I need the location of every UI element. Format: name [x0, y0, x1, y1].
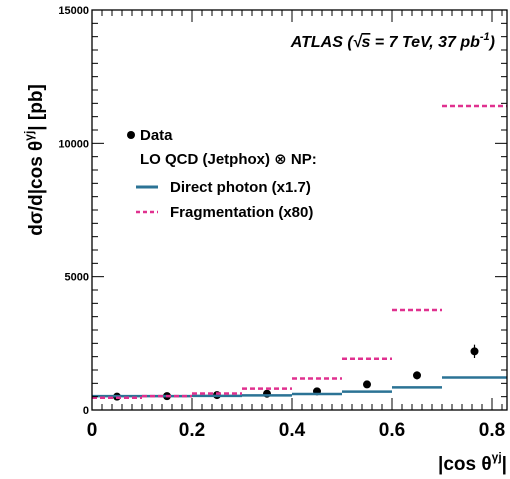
atlas-annotation: ATLAS (√s = 7 TeV, 37 pb-1) — [290, 31, 495, 51]
ylabel-sup: γj — [22, 131, 36, 141]
ylabel-suffix: | [pb] — [26, 84, 47, 130]
xlabel-sup: γj — [492, 450, 502, 464]
x-tick-label-4: 0.8 — [479, 420, 505, 441]
x-tick-label-3: 0.6 — [379, 420, 405, 441]
annotation-prefix: ATLAS ( — [290, 34, 355, 51]
legend-header: LO QCD (Jetphox) ⊗ NP: — [140, 151, 317, 168]
data-point-5 — [363, 380, 371, 389]
axes-layer: 0 0.2 0.4 0.6 0.8 0 5000 10000 15000 — [58, 5, 508, 441]
series-layer — [92, 104, 507, 401]
data-point-6 — [413, 371, 421, 380]
annotation-suffix: ) — [488, 34, 495, 51]
annotation-middle: = 7 TeV, 37 pb — [370, 34, 480, 51]
legend-direct-label: Direct photon (x1.7) — [170, 179, 311, 196]
x-axis-label: |cos θγj| — [438, 450, 507, 475]
annotation-sqrt: √ — [353, 34, 363, 51]
y-axis-label: dσ/d|cos θγj| [pb] — [22, 84, 47, 236]
x-tick-label-0: 0 — [87, 420, 98, 441]
legend-data-label: Data — [140, 127, 173, 144]
annotation-sup: -1 — [480, 31, 490, 43]
y-tick-label-0: 0 — [83, 405, 89, 417]
legend-data-marker — [127, 131, 135, 139]
y-tick-label-2: 10000 — [58, 138, 89, 150]
data-point-7 — [470, 347, 479, 356]
x-tick-label-1: 0.2 — [179, 420, 205, 441]
legend: Data LO QCD (Jetphox) ⊗ NP: Direct photo… — [127, 127, 317, 221]
legend-frag-label: Fragmentation (x80) — [170, 204, 313, 221]
y-tick-label-1: 5000 — [65, 272, 89, 284]
ylabel-text: dσ/d|cos θ — [26, 141, 47, 236]
xlabel-text: |cos θ — [438, 454, 492, 475]
y-tick-label-3: 15000 — [58, 5, 89, 17]
xlabel-suffix: | — [502, 454, 507, 475]
annotation-s: s — [361, 34, 370, 51]
x-tick-label-2: 0.4 — [279, 420, 306, 441]
svg-text:ATLAS (√s = 7 TeV, 37 pb-1): ATLAS (√s = 7 TeV, 37 pb-1) — [290, 31, 495, 51]
svg-text:dσ/d|cos θγj| [pb]: dσ/d|cos θγj| [pb] — [22, 84, 47, 236]
svg-text:|cos θγj|: |cos θγj| — [438, 450, 507, 475]
